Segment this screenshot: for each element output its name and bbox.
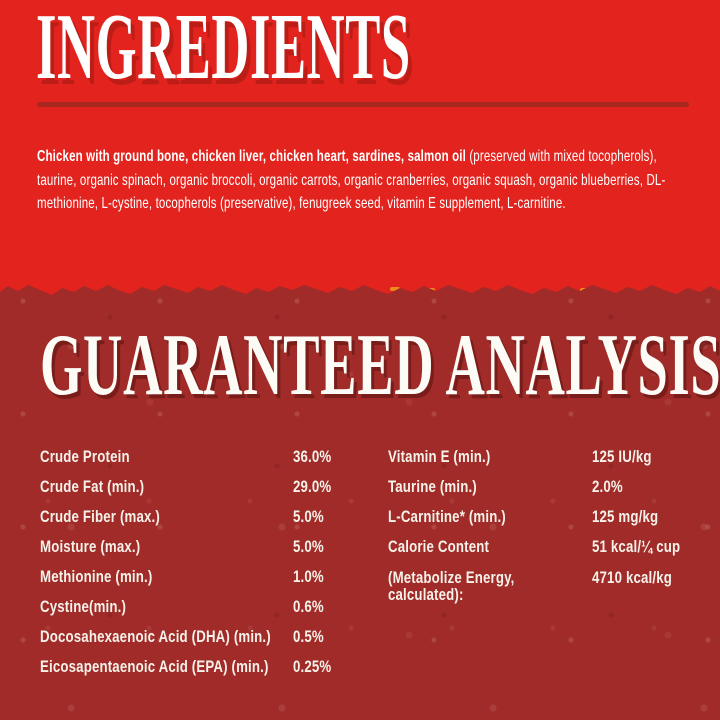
row-label: Docosahexaenoic Acid (DHA) (min.)	[40, 627, 271, 646]
ingredients-regular-text: (preserved with mixed tocopherols), taur…	[37, 148, 666, 212]
row-value: 1.0%	[293, 567, 324, 586]
table-row: (Metabolize Energy, calculated): 4710 kc…	[388, 564, 705, 603]
row-value: 36.0%	[293, 447, 332, 466]
row-value: 4710 kcal/kg	[592, 568, 673, 587]
row-label: Calorie Content	[388, 537, 490, 556]
table-row: Cystine(min.) 0.6%	[40, 594, 342, 624]
row-value: 51 kcal/¼ cup	[592, 537, 681, 556]
ingredients-paragraph: Chicken with ground bone, chicken liver,…	[37, 145, 685, 216]
ingredients-bold-text: Chicken with ground bone, chicken liver,…	[37, 148, 466, 165]
row-value: 5.0%	[293, 537, 324, 556]
table-row: Taurine (min.) 2.0%	[388, 474, 705, 504]
divider-rule	[37, 102, 689, 107]
tear-speck	[390, 287, 400, 291]
table-row: Moisture (max.) 5.0%	[40, 534, 342, 564]
table-row: Methionine (min.) 1.0%	[40, 564, 342, 594]
table-row: Calorie Content 51 kcal/¼ cup	[388, 534, 705, 564]
table-row: Vitamin E (min.) 125 IU/kg	[388, 444, 705, 474]
row-value: 125 IU/kg	[592, 447, 652, 466]
row-value: 29.0%	[293, 477, 332, 496]
table-row: Docosahexaenoic Acid (DHA) (min.) 0.5%	[40, 624, 342, 654]
guaranteed-analysis-section: GUARANTEED ANALYSIS Crude Protein 36.0% …	[0, 285, 720, 720]
row-label: Crude Protein	[40, 447, 130, 466]
table-row: L-Carnitine* (min.) 125 mg/kg	[388, 504, 705, 534]
ingredients-heading: INGREDIENTS	[36, 0, 411, 99]
row-label: Cystine(min.)	[40, 597, 127, 616]
row-value: 0.6%	[293, 597, 324, 616]
row-value: 5.0%	[293, 507, 324, 526]
row-label: Eicosapentaenoic Acid (EPA) (min.)	[40, 657, 269, 676]
table-row: Eicosapentaenoic Acid (EPA) (min.) 0.25%	[40, 654, 342, 684]
row-label: L-Carnitine* (min.)	[388, 507, 506, 526]
analysis-table-left: Crude Protein 36.0% Crude Fat (min.) 29.…	[40, 444, 342, 684]
row-label: Crude Fiber (max.)	[40, 507, 160, 526]
row-value: 2.0%	[592, 477, 623, 496]
row-value: 0.25%	[293, 657, 332, 676]
row-label: Methionine (min.)	[40, 567, 153, 586]
row-value: 125 mg/kg	[592, 507, 659, 526]
row-label: Vitamin E (min.)	[388, 447, 491, 466]
table-row: Crude Protein 36.0%	[40, 444, 342, 474]
table-row: Crude Fat (min.) 29.0%	[40, 474, 342, 504]
guaranteed-analysis-heading: GUARANTEED ANALYSIS	[40, 317, 720, 414]
row-label: Moisture (max.)	[40, 537, 141, 556]
row-label: (Metabolize Energy, calculated):	[388, 568, 515, 604]
analysis-table-right: Vitamin E (min.) 125 IU/kg Taurine (min.…	[388, 444, 705, 603]
row-label: Crude Fat (min.)	[40, 477, 145, 496]
table-row: Crude Fiber (max.) 5.0%	[40, 504, 342, 534]
row-label: Taurine (min.)	[388, 477, 477, 496]
row-value: 0.5%	[293, 627, 324, 646]
